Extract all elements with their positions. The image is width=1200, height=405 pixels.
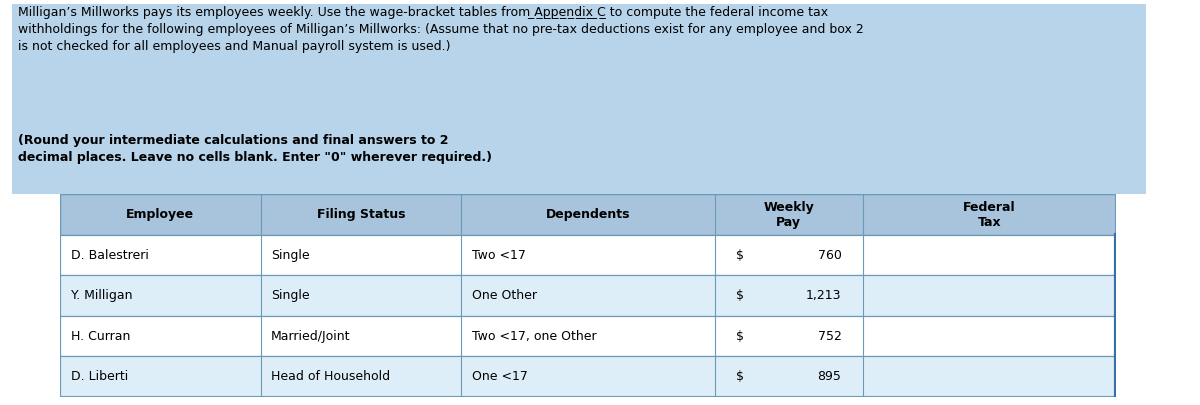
- Text: H. Curran: H. Curran: [71, 330, 130, 343]
- Bar: [60, 316, 1116, 356]
- Text: $: $: [736, 330, 744, 343]
- Text: 1,213: 1,213: [806, 289, 841, 302]
- Bar: [60, 235, 1116, 275]
- Text: 895: 895: [817, 370, 841, 383]
- Text: Y. Milligan: Y. Milligan: [71, 289, 132, 302]
- Text: Milligan’s Millworks pays its employees weekly. Use the wage-bracket tables from: Milligan’s Millworks pays its employees …: [18, 6, 864, 53]
- Text: Single: Single: [271, 289, 310, 302]
- Bar: [60, 194, 1116, 235]
- Text: Head of Household: Head of Household: [271, 370, 390, 383]
- Text: D. Liberti: D. Liberti: [71, 370, 128, 383]
- Bar: [60, 275, 1116, 316]
- Text: Married/Joint: Married/Joint: [271, 330, 350, 343]
- Text: Employee: Employee: [126, 208, 194, 221]
- Text: D. Balestreri: D. Balestreri: [71, 249, 149, 262]
- Text: (Round your intermediate calculations and final answers to 2
decimal places. Lea: (Round your intermediate calculations an…: [18, 134, 492, 164]
- Bar: [60, 356, 1116, 397]
- Text: 760: 760: [817, 249, 841, 262]
- Text: Weekly
Pay: Weekly Pay: [763, 200, 814, 229]
- FancyBboxPatch shape: [12, 4, 1146, 194]
- Text: Two <17: Two <17: [472, 249, 526, 262]
- Text: Federal
Tax: Federal Tax: [962, 200, 1015, 229]
- Text: $: $: [736, 249, 744, 262]
- Text: Single: Single: [271, 249, 310, 262]
- Text: Filing Status: Filing Status: [317, 208, 406, 221]
- Text: Two <17, one Other: Two <17, one Other: [472, 330, 596, 343]
- Text: Dependents: Dependents: [546, 208, 630, 221]
- Text: $: $: [736, 289, 744, 302]
- Text: One <17: One <17: [472, 370, 528, 383]
- Text: One Other: One Other: [472, 289, 536, 302]
- Text: $: $: [736, 370, 744, 383]
- Text: 752: 752: [817, 330, 841, 343]
